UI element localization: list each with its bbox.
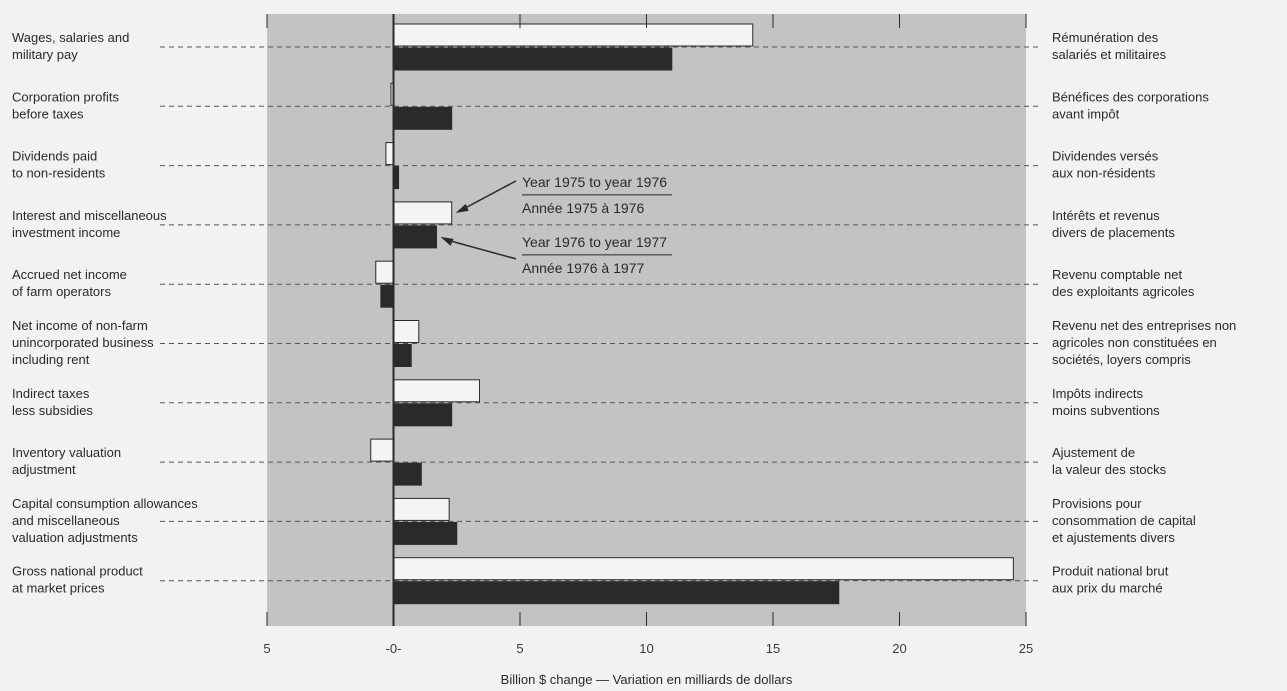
- annotation-arrow: [446, 239, 517, 260]
- bar-1976-1977: [393, 225, 438, 249]
- category-label-en: and miscellaneous: [12, 513, 120, 528]
- category-label-fr: la valeur des stocks: [1052, 462, 1167, 477]
- series-label-1976-1977-fr: Année 1976 à 1977: [522, 260, 644, 276]
- category-label-en: adjustment: [12, 462, 76, 477]
- bar-1976-1977: [393, 403, 453, 427]
- category-label-fr: Provisions pour: [1052, 496, 1142, 511]
- category-rows: Wages, salaries and military pay Rémunérat…: [12, 30, 1236, 596]
- category-label-fr: moins subventions: [1052, 403, 1160, 418]
- category-label-fr: Produit national brut: [1052, 564, 1169, 579]
- series-label-1975-1976-en: Year 1975 to year 1976: [522, 174, 667, 190]
- category-label-fr: Intérêts et revenus: [1052, 208, 1160, 223]
- x-tick-label: 20: [892, 641, 906, 656]
- series-label-1975-1976-fr: Année 1975 à 1976: [522, 200, 644, 216]
- x-tick-label: 5: [516, 641, 523, 656]
- category-label-en: Dividends paid: [12, 149, 97, 164]
- category-label-fr: Bénéfices des corporations: [1052, 89, 1209, 104]
- category-label-fr: Revenu comptable net: [1052, 267, 1182, 282]
- category-label-fr: agricoles non constituées en: [1052, 335, 1217, 350]
- category-label-en: Capital consumption allowances: [12, 496, 198, 511]
- bar-1975-1976: [393, 201, 453, 225]
- bar-1976-1977: [393, 462, 422, 486]
- x-axis: 5 -0- 5 10 15 20 25 Billion $ change — Variatio…: [263, 14, 1033, 687]
- category-label-fr: Revenu net des entreprises non: [1052, 318, 1236, 333]
- bar-1976-1977: [393, 47, 673, 71]
- category-label-fr: Ajustement de: [1052, 445, 1135, 460]
- category-label-fr: aux non-résidents: [1052, 166, 1156, 181]
- bar-1975-1976: [393, 320, 420, 343]
- category-label-en: to non-residents: [12, 166, 106, 181]
- x-tick-label: 10: [639, 641, 653, 656]
- annotation-arrowhead: [455, 203, 469, 213]
- category-label-en: Gross national product: [12, 564, 143, 579]
- category-label-fr: des exploitants agricoles: [1052, 284, 1195, 299]
- category-label-en: Interest and miscellaneous: [12, 208, 167, 223]
- category-label-en: unincorporated business: [12, 335, 154, 350]
- category-label-en: at market prices: [12, 581, 105, 596]
- category-label-fr: et ajustements divers: [1052, 530, 1175, 545]
- category-label-fr: Impôts indirects: [1052, 386, 1144, 401]
- annotation-arrowhead: [440, 236, 454, 246]
- category-label-fr: Dividendes versés: [1052, 149, 1159, 164]
- category-label-en: of farm operators: [12, 284, 111, 299]
- bar-1976-1977: [393, 581, 840, 605]
- bar-1975-1976: [370, 438, 395, 462]
- category-label-en: Inventory valuation: [12, 445, 121, 460]
- category-label-en: Accrued net income: [12, 267, 127, 282]
- category-label-en: Indirect taxes: [12, 386, 90, 401]
- bar-1975-1976: [393, 557, 1014, 581]
- category-label-en: valuation adjustments: [12, 530, 138, 545]
- x-axis-label: Billion $ change — Variation en milliard…: [501, 672, 793, 687]
- bar-1976-1977: [380, 284, 395, 308]
- category-label-en: investment income: [12, 225, 120, 240]
- bar-1975-1976: [375, 260, 395, 284]
- bar-1976-1977: [393, 106, 453, 130]
- bar-1976-1977: [393, 521, 458, 545]
- category-label-fr: consommation de capital: [1052, 513, 1196, 528]
- x-tick-label: -0-: [386, 641, 402, 656]
- x-tick-label: 25: [1019, 641, 1033, 656]
- bar-1976-1977: [393, 344, 412, 367]
- category-label-fr: salariés et militaires: [1052, 47, 1167, 62]
- category-label-en: Net income of non-farm: [12, 318, 148, 333]
- bar-1975-1976: [385, 142, 395, 166]
- category-label-en: before taxes: [12, 106, 84, 121]
- category-label-en: military pay: [12, 47, 78, 62]
- bar-1975-1976: [393, 379, 481, 403]
- category-label-fr: sociétés, loyers compris: [1052, 352, 1191, 367]
- category-label-fr: divers de placements: [1052, 225, 1175, 240]
- x-tick-label: 15: [766, 641, 780, 656]
- series-annotations: Year 1975 to year 1976 Année 1975 à 1976 Y…: [440, 174, 672, 276]
- category-label-en: less subsidies: [12, 403, 93, 418]
- category-label-en: including rent: [12, 352, 90, 367]
- bar-1975-1976: [393, 497, 450, 521]
- category-label-fr: Rémunération des: [1052, 30, 1159, 45]
- bar-1975-1976: [393, 23, 754, 47]
- category-label-fr: avant impôt: [1052, 106, 1120, 121]
- category-label-en: Wages, salaries and: [12, 30, 129, 45]
- category-label-fr: aux prix du marché: [1052, 581, 1163, 596]
- series-label-1976-1977-en: Year 1976 to year 1977: [522, 234, 667, 250]
- annotation-arrow: [461, 180, 517, 211]
- category-label-en: Corporation profits: [12, 89, 119, 104]
- x-tick-label: 5: [263, 641, 270, 656]
